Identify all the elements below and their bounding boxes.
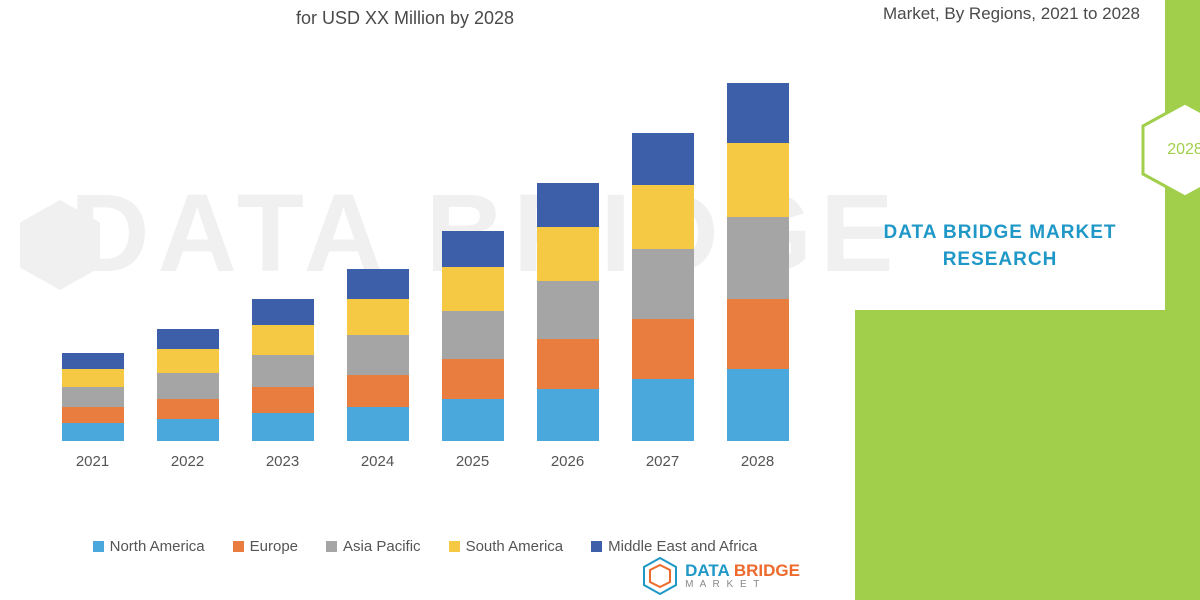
bar-seg-middle-east-and-africa — [632, 133, 694, 185]
x-axis-label: 2025 — [456, 453, 489, 470]
x-axis-label: 2023 — [266, 453, 299, 470]
brand-title: DATA BRIDGE MARKET RESEARCH — [860, 220, 1140, 273]
bar-col-2022: 2022 — [148, 329, 228, 470]
bar-seg-asia-pacific — [347, 335, 409, 375]
bar-seg-europe — [442, 359, 504, 399]
green-block — [855, 310, 1165, 600]
bar-seg-south-america — [632, 185, 694, 249]
bar-col-2028: 2028 — [718, 83, 798, 470]
bar-seg-europe — [347, 375, 409, 407]
year-hex-2028: 2028 — [1140, 100, 1200, 200]
bar-col-2025: 2025 — [433, 231, 513, 470]
bar-seg-north-america — [632, 379, 694, 441]
bars-row: 2021 2022 2023 2024 2025 2026 2027 2028 — [45, 70, 805, 470]
bar-seg-asia-pacific — [632, 249, 694, 319]
x-axis-label: 2021 — [76, 453, 109, 470]
bar-seg-asia-pacific — [537, 281, 599, 339]
x-axis-label: 2022 — [171, 453, 204, 470]
legend-item-middle-east-and-africa: Middle East and Africa — [591, 538, 757, 555]
bar-seg-europe — [727, 299, 789, 369]
legend-label: North America — [110, 538, 205, 555]
bar-stack — [62, 353, 124, 441]
bar-col-2026: 2026 — [528, 183, 608, 470]
bar-seg-north-america — [727, 369, 789, 441]
bar-seg-north-america — [62, 423, 124, 441]
bar-seg-south-america — [62, 369, 124, 387]
bar-seg-north-america — [442, 399, 504, 441]
bar-seg-asia-pacific — [252, 355, 314, 387]
chart-area: 2021 2022 2023 2024 2025 2026 2027 2028 — [45, 70, 805, 490]
legend-item-south-america: South America — [449, 538, 564, 555]
right-panel: Market, By Regions, 2021 to 2028 2028 20… — [810, 0, 1200, 600]
bar-col-2021: 2021 — [53, 353, 133, 470]
legend-swatch — [326, 541, 337, 552]
bar-stack — [442, 231, 504, 441]
bar-seg-europe — [252, 387, 314, 413]
legend-label: South America — [466, 538, 564, 555]
bar-seg-asia-pacific — [62, 387, 124, 407]
bar-seg-europe — [62, 407, 124, 423]
bar-stack — [727, 83, 789, 441]
legend-item-europe: Europe — [233, 538, 298, 555]
bar-seg-asia-pacific — [727, 217, 789, 299]
bar-stack — [347, 269, 409, 441]
footer-logo: DATA BRIDGE M A R K E T — [643, 557, 800, 595]
bar-seg-europe — [537, 339, 599, 389]
brand-line1: DATA BRIDGE MARKET — [884, 222, 1117, 243]
bar-seg-north-america — [252, 413, 314, 441]
bar-col-2023: 2023 — [243, 299, 323, 470]
bar-seg-north-america — [347, 407, 409, 441]
bar-seg-south-america — [442, 267, 504, 311]
bar-seg-south-america — [727, 143, 789, 217]
bar-seg-asia-pacific — [157, 373, 219, 399]
legend-label: Middle East and Africa — [608, 538, 757, 555]
x-axis-label: 2027 — [646, 453, 679, 470]
bar-seg-south-america — [157, 349, 219, 373]
footer-bridge: BRIDGE — [734, 561, 800, 580]
legend-item-asia-pacific: Asia Pacific — [326, 538, 421, 555]
bar-seg-south-america — [252, 325, 314, 355]
footer-data: DATA — [685, 561, 729, 580]
chart-title: for USD XX Million by 2028 — [0, 8, 810, 29]
legend-swatch — [591, 541, 602, 552]
bar-seg-middle-east-and-africa — [442, 231, 504, 267]
bar-seg-middle-east-and-africa — [727, 83, 789, 143]
bar-seg-europe — [632, 319, 694, 379]
legend-swatch — [233, 541, 244, 552]
bar-seg-middle-east-and-africa — [537, 183, 599, 227]
bar-seg-middle-east-and-africa — [157, 329, 219, 349]
brand-line2: RESEARCH — [943, 249, 1058, 270]
bar-stack — [157, 329, 219, 441]
bar-seg-middle-east-and-africa — [252, 299, 314, 325]
legend-swatch — [93, 541, 104, 552]
bar-seg-middle-east-and-africa — [62, 353, 124, 369]
x-axis-label: 2024 — [361, 453, 394, 470]
right-panel-title: Market, By Regions, 2021 to 2028 — [860, 4, 1140, 24]
bar-col-2024: 2024 — [338, 269, 418, 470]
x-axis-label: 2026 — [551, 453, 584, 470]
bar-seg-north-america — [537, 389, 599, 441]
legend-label: Asia Pacific — [343, 538, 421, 555]
legend-item-north-america: North America — [93, 538, 205, 555]
bar-seg-north-america — [157, 419, 219, 441]
legend-swatch — [449, 541, 460, 552]
bar-seg-middle-east-and-africa — [347, 269, 409, 299]
green-sidebar — [1165, 0, 1200, 600]
footer-hex-icon — [643, 557, 677, 595]
bar-seg-europe — [157, 399, 219, 419]
bar-stack — [537, 183, 599, 441]
legend: North America Europe Asia Pacific South Ame… — [40, 538, 810, 555]
bar-stack — [252, 299, 314, 441]
footer-market: M A R K E T — [685, 579, 800, 590]
bar-seg-south-america — [537, 227, 599, 281]
legend-label: Europe — [250, 538, 298, 555]
bar-seg-south-america — [347, 299, 409, 335]
bar-col-2027: 2027 — [623, 133, 703, 470]
x-axis-label: 2028 — [741, 453, 774, 470]
bar-seg-asia-pacific — [442, 311, 504, 359]
bar-stack — [632, 133, 694, 441]
